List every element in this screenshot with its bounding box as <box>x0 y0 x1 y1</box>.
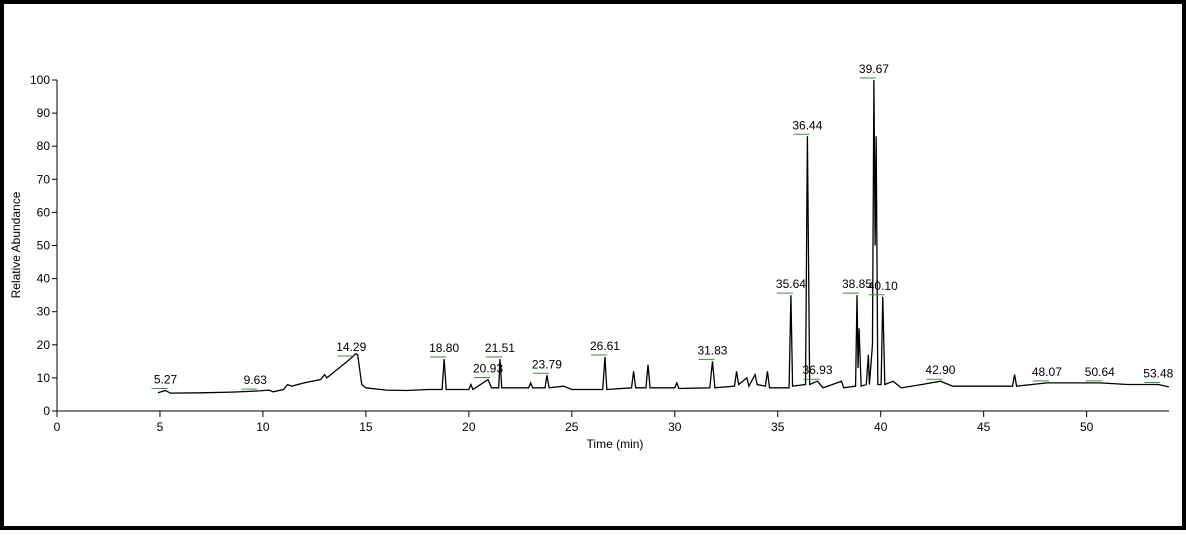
y-tick-label: 0 <box>43 404 50 418</box>
peak-label: 36.93 <box>802 363 832 377</box>
y-tick-label: 70 <box>37 172 51 186</box>
peak-label: 5.27 <box>154 372 178 386</box>
peak-label: 26.61 <box>590 339 620 353</box>
x-axis-label: Time (min) <box>587 437 644 451</box>
y-tick-label: 50 <box>37 239 51 253</box>
x-tick-label: 15 <box>359 420 373 434</box>
peak-label: 39.67 <box>859 62 889 76</box>
x-tick-label: 5 <box>157 420 164 434</box>
peak-label: 40.10 <box>868 279 898 293</box>
x-tick-label: 25 <box>565 420 579 434</box>
x-tick-label: 50 <box>1080 420 1094 434</box>
peak-label: 38.85 <box>842 277 872 291</box>
x-tick-label: 35 <box>771 420 785 434</box>
peak-label: 35.64 <box>776 277 806 291</box>
peak-label: 42.90 <box>925 363 955 377</box>
x-tick-label: 20 <box>462 420 476 434</box>
y-tick-label: 20 <box>37 338 51 352</box>
peak-label: 48.07 <box>1032 365 1062 379</box>
y-tick-label: 30 <box>37 305 51 319</box>
y-tick-label: 10 <box>37 371 51 385</box>
y-tick-label: 40 <box>37 272 51 286</box>
y-tick-label: 90 <box>37 106 51 120</box>
peak-label: 36.44 <box>792 118 822 132</box>
y-tick-label: 100 <box>30 73 50 87</box>
peak-label: 21.51 <box>485 341 515 355</box>
y-axis-label: Relative Abundance <box>9 191 23 298</box>
trace <box>157 79 1170 394</box>
peak-label: 53.48 <box>1143 367 1173 381</box>
y-tick-label: 80 <box>37 139 51 153</box>
peak-label: 23.79 <box>532 357 562 371</box>
peak-label: 31.83 <box>697 343 727 357</box>
x-tick-label: 10 <box>256 420 270 434</box>
peak-label: 50.64 <box>1085 365 1115 379</box>
peak-label: 20.93 <box>473 362 503 376</box>
peak-label: 18.80 <box>429 341 459 355</box>
peak-label: 14.29 <box>336 340 366 354</box>
y-tick-label: 60 <box>37 205 51 219</box>
peak-label: 9.63 <box>244 373 268 387</box>
x-tick-label: 30 <box>668 420 682 434</box>
x-tick-label: 40 <box>874 420 888 434</box>
x-tick-label: 0 <box>54 420 61 434</box>
x-tick-label: 45 <box>977 420 991 434</box>
